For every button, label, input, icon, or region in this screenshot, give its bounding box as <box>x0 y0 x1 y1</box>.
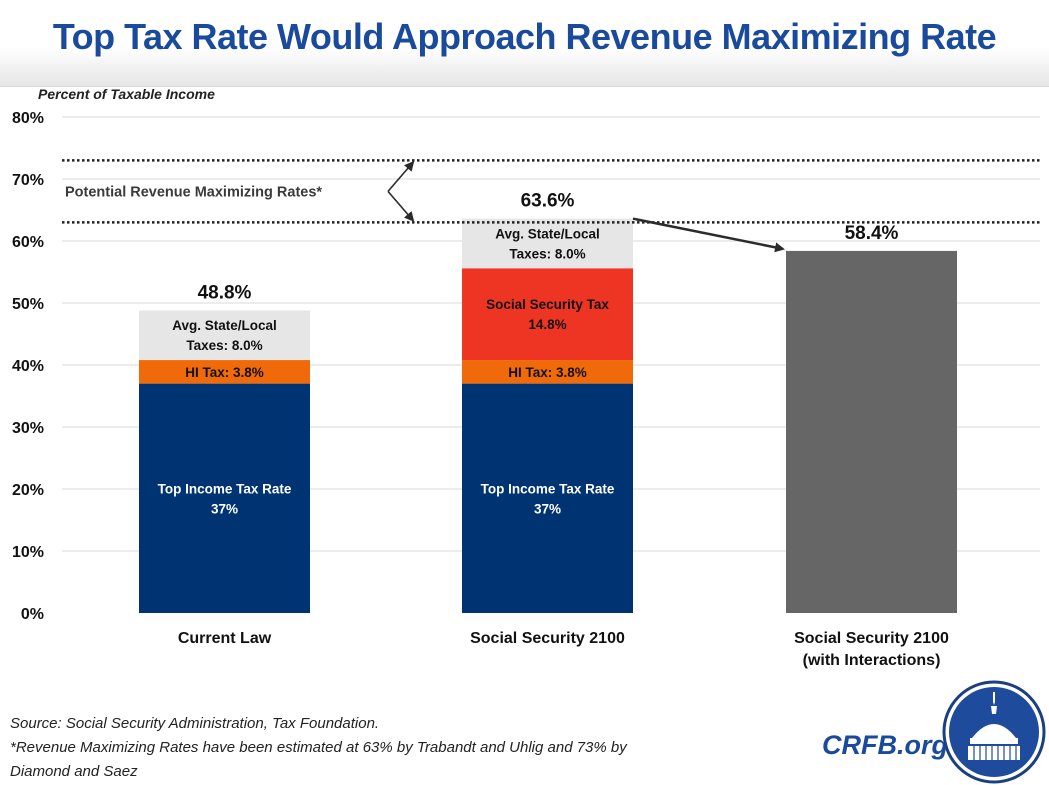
segment-label: Top Income Tax Rate <box>158 481 292 496</box>
category-label: Social Security 2100 <box>470 630 625 647</box>
category-label: (with Interactions) <box>803 652 941 669</box>
header-banner: Top Tax Rate Would Approach Revenue Maxi… <box>0 0 1049 87</box>
segment-label: Taxes: 8.0% <box>186 338 262 353</box>
annotation-arrow-down <box>387 190 415 222</box>
interaction-arrow <box>632 217 785 253</box>
annotation-arrow-up <box>387 160 415 192</box>
stacked-bar-chart: 0% 10% 20% 30% 40% 50% 60% 70% 80% Top Income Tax… <box>12 110 1040 669</box>
footnote-line-2: Diamond and Saez <box>10 763 138 780</box>
y-tick-label: 0% <box>21 606 44 623</box>
segment-label: 37% <box>211 501 238 516</box>
segment-label: 37% <box>534 501 561 516</box>
page-title: Top Tax Rate Would Approach Revenue Maxi… <box>52 16 997 57</box>
bar-segment-social-security-tax <box>462 268 633 361</box>
revenue-max-annotation: Potential Revenue Maximizing Rates* <box>65 184 322 200</box>
total-label: 63.6% <box>521 191 575 212</box>
total-label: 58.4% <box>845 223 899 244</box>
y-tick-label: 60% <box>12 234 44 251</box>
y-tick-label: 80% <box>12 110 44 127</box>
segment-label: Top Income Tax Rate <box>481 481 615 496</box>
capitol-dome-logo-icon <box>942 680 1046 784</box>
bar-segment-avg-state-local-taxes <box>139 310 310 361</box>
y-tick-label: 50% <box>12 296 44 313</box>
y-tick-label: 70% <box>12 172 44 189</box>
y-axis-label: Percent of Taxable Income <box>38 86 215 102</box>
crfb-link[interactable]: CRFB.org <box>822 730 948 760</box>
y-tick-label: 20% <box>12 482 44 499</box>
bar-segment-social-security-2100-with-interactions <box>786 250 957 614</box>
y-tick-label: 30% <box>12 420 44 437</box>
segment-label: 14.8% <box>528 317 566 332</box>
bar-segment-top-income-tax-rate <box>139 383 310 613</box>
footer-notes: Source: Social Security Administration, … <box>10 712 627 784</box>
segment-label: Social Security Tax <box>486 297 609 312</box>
segment-label: HI Tax: 3.8% <box>185 365 264 380</box>
segment-label: Avg. State/Local <box>495 226 600 241</box>
bar-segment-top-income-tax-rate <box>462 383 633 613</box>
y-tick-label: 40% <box>12 358 44 375</box>
footnote-line-1: *Revenue Maximizing Rates have been esti… <box>10 739 627 756</box>
bar-segment-hi-tax <box>462 360 633 384</box>
y-tick-label: 10% <box>12 544 44 561</box>
segment-label: HI Tax: 3.8% <box>508 365 587 380</box>
segment-label: Avg. State/Local <box>172 318 277 333</box>
source-note: Source: Social Security Administration, … <box>10 715 380 732</box>
category-label: Social Security 2100 <box>794 630 949 647</box>
category-label: Current Law <box>178 630 272 647</box>
segment-label: Taxes: 8.0% <box>509 246 585 261</box>
bar-segment-hi-tax <box>139 360 310 384</box>
bar-segment-avg-state-local-taxes <box>462 218 633 269</box>
total-label: 48.8% <box>198 282 252 303</box>
